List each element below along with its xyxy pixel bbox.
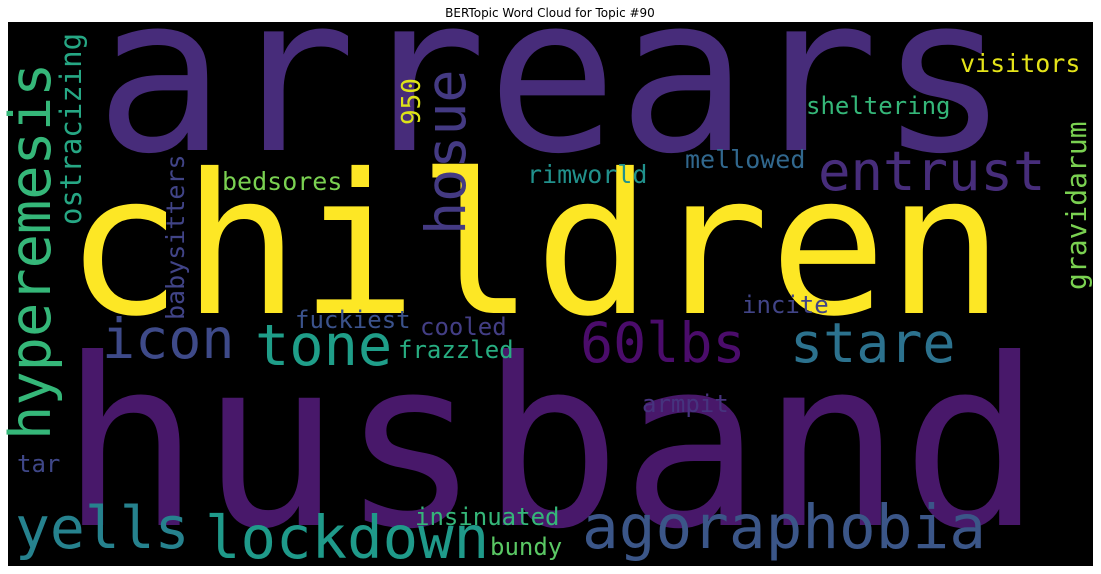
chart-title: BERTopic Word Cloud for Topic #90 bbox=[445, 6, 655, 20]
word: gravidarum bbox=[1060, 121, 1093, 290]
word: arrears bbox=[95, 0, 1009, 202]
word: hosue bbox=[414, 69, 478, 235]
word: incite bbox=[742, 291, 829, 319]
word: 60lbs bbox=[580, 311, 746, 375]
word: insinuated bbox=[415, 503, 559, 531]
word: bundy bbox=[490, 533, 562, 561]
word: stare bbox=[790, 311, 956, 375]
word: lockdown bbox=[205, 503, 489, 572]
word: yells bbox=[15, 494, 190, 562]
word: fuckiest bbox=[295, 306, 411, 334]
word: hyperemesis bbox=[0, 63, 64, 440]
word: children bbox=[65, 132, 1004, 359]
word: mellowed bbox=[685, 145, 805, 174]
word: tar bbox=[17, 450, 60, 478]
word: 950 bbox=[397, 78, 427, 125]
word: babysitters bbox=[161, 154, 190, 320]
word: cooled bbox=[420, 313, 507, 341]
word: agoraphobia bbox=[582, 492, 986, 563]
word: visitors bbox=[960, 49, 1080, 78]
word: entrust bbox=[818, 140, 1046, 203]
word: tone bbox=[255, 313, 392, 379]
word: frazzled bbox=[398, 336, 514, 364]
word: bedsores bbox=[222, 167, 342, 196]
word: ostracizing bbox=[54, 33, 88, 225]
word: armpit bbox=[642, 390, 729, 418]
word: icon bbox=[102, 307, 234, 371]
word: husband bbox=[60, 309, 1042, 574]
word: rimworld bbox=[527, 160, 647, 189]
word: sheltering bbox=[806, 92, 950, 120]
cloud-background bbox=[8, 22, 1093, 566]
